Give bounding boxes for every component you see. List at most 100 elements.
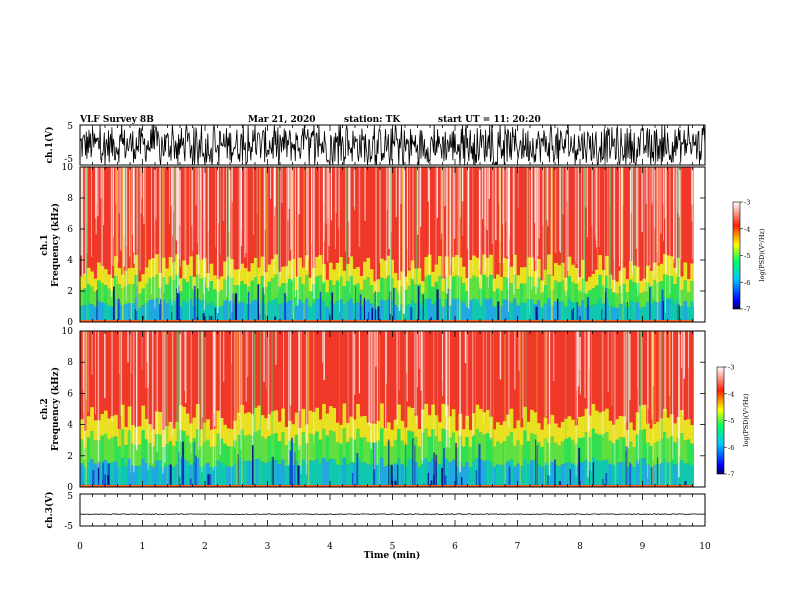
spectrogram-cell <box>240 263 245 282</box>
spectrogram-cell <box>332 285 337 304</box>
spectrogram-cell <box>124 426 129 445</box>
spectrogram-cell <box>673 303 678 322</box>
spectrogram-streak <box>647 331 648 487</box>
spectrogram-cell <box>666 438 671 463</box>
spectrogram-streak <box>283 331 284 422</box>
spectrogram-cell <box>649 286 654 305</box>
spectrogram-streak <box>459 167 461 322</box>
spectrogram-cell <box>301 459 306 487</box>
spectrogram-cell <box>243 284 248 304</box>
spectrogram-cell <box>461 466 466 487</box>
spectrogram-spike <box>649 287 651 322</box>
spectrogram-cell <box>318 439 323 464</box>
spectrogram-streak <box>378 331 380 487</box>
spectrogram-cell <box>339 257 343 277</box>
spectrogram-cell <box>284 445 289 466</box>
spectrogram-streak <box>124 167 126 322</box>
spectrogram-cell <box>557 265 562 283</box>
spectrogram-streak <box>665 167 666 313</box>
spectrogram-cell <box>380 403 384 429</box>
colorbar-tick-label: -3 <box>744 199 750 207</box>
spectrogram-cell <box>659 263 664 282</box>
spectrogram-streak <box>522 331 524 419</box>
spectrogram-streak <box>155 167 157 220</box>
spectrogram-streak <box>245 167 247 253</box>
spectrogram-cell <box>264 438 268 463</box>
spectrogram-cell <box>611 307 616 322</box>
spectrogram-cell <box>455 447 459 468</box>
spectrogram-cell <box>622 267 626 284</box>
spectrogram-streak <box>576 167 578 265</box>
spectrogram-cell <box>260 299 265 322</box>
spectrogram-spike <box>97 461 100 487</box>
spectrogram-cell <box>315 256 320 277</box>
x-axis-label: Time (min) <box>364 550 421 561</box>
spectrogram-cell <box>301 432 306 460</box>
spectrogram-cell <box>134 255 139 276</box>
spectrogram-cell <box>516 275 521 290</box>
ch2-colorbar-ticks: -3 -4 -5 -6 -7 <box>724 364 734 479</box>
ch1-panel: 5 -5 ch.1(V) <box>44 122 706 167</box>
spectrogram-cell <box>213 289 217 306</box>
spectrogram-cell <box>683 420 688 441</box>
spectrogram-cell <box>209 301 214 322</box>
spectrogram-streak <box>427 167 430 202</box>
spectrogram-cell <box>161 257 166 278</box>
spectrogram-spike <box>497 301 500 322</box>
spectrogram-streak <box>171 331 174 437</box>
spectrogram-spike <box>684 481 687 487</box>
spectrogram-spike <box>478 443 481 487</box>
spectrogram-streak <box>83 331 85 393</box>
spectrogram-spike <box>441 467 443 487</box>
spectrogram-streak <box>136 167 138 311</box>
spectrogram-streak <box>349 167 351 253</box>
spectrogram-cell <box>260 276 265 300</box>
spectrogram-cell <box>393 273 398 288</box>
colorbar-tick-label: -6 <box>744 279 750 287</box>
spectrogram-cell <box>499 425 504 444</box>
ch1-colorbar-label: log(PSD)(V²/Hz) <box>758 228 766 281</box>
spectrogram-cell <box>315 459 320 487</box>
spectrogram-cell <box>328 280 333 302</box>
colorbar-tick-label: -4 <box>744 225 750 233</box>
spectrogram-streak <box>436 331 438 487</box>
ch2-spectrogram <box>80 331 695 487</box>
spectrogram-streak <box>270 167 272 199</box>
spectrogram-cell <box>103 433 108 461</box>
spectrogram-cell <box>107 288 112 306</box>
spectrogram-spike <box>210 316 213 322</box>
spectrogram-streak <box>141 167 143 199</box>
spectrogram-cell <box>148 424 152 443</box>
spectrogram-cell <box>281 283 285 303</box>
spectrogram-streak <box>464 331 467 364</box>
spectrogram-cell <box>618 462 623 487</box>
spectrogram-cell <box>598 460 603 487</box>
spectrogram-streak <box>292 167 295 322</box>
spectrogram-cell <box>421 281 425 294</box>
spectrogram-cell <box>216 307 221 322</box>
spectrogram-cell <box>281 302 285 322</box>
spectrogram-cell <box>598 434 603 461</box>
spectrogram-streak <box>127 331 129 363</box>
spectrogram-cell <box>281 266 285 284</box>
spectrogram-cell <box>223 424 227 444</box>
spectrogram-cell <box>240 281 245 302</box>
spectrogram-cell <box>80 419 84 440</box>
spectrogram-streak <box>669 167 671 295</box>
spectrogram-spike <box>208 315 211 322</box>
spectrogram-streak <box>452 167 454 273</box>
spectrogram-streak <box>280 167 281 279</box>
spectrogram-cell <box>594 269 599 286</box>
spectrogram-streak <box>442 167 444 322</box>
spectrogram-cell <box>557 445 562 467</box>
spectrogram-streak <box>271 331 273 487</box>
spectrogram-cell <box>182 431 187 459</box>
spectrogram-streak <box>323 331 325 381</box>
spectrogram-streak <box>172 167 173 236</box>
spectrogram-streak <box>633 167 635 322</box>
spectrogram-cell <box>673 423 678 443</box>
spectrogram-cell <box>400 440 405 464</box>
spectrogram-cell <box>325 461 330 487</box>
spectrogram-streak <box>228 167 230 232</box>
spectrogram-streak <box>129 167 131 257</box>
